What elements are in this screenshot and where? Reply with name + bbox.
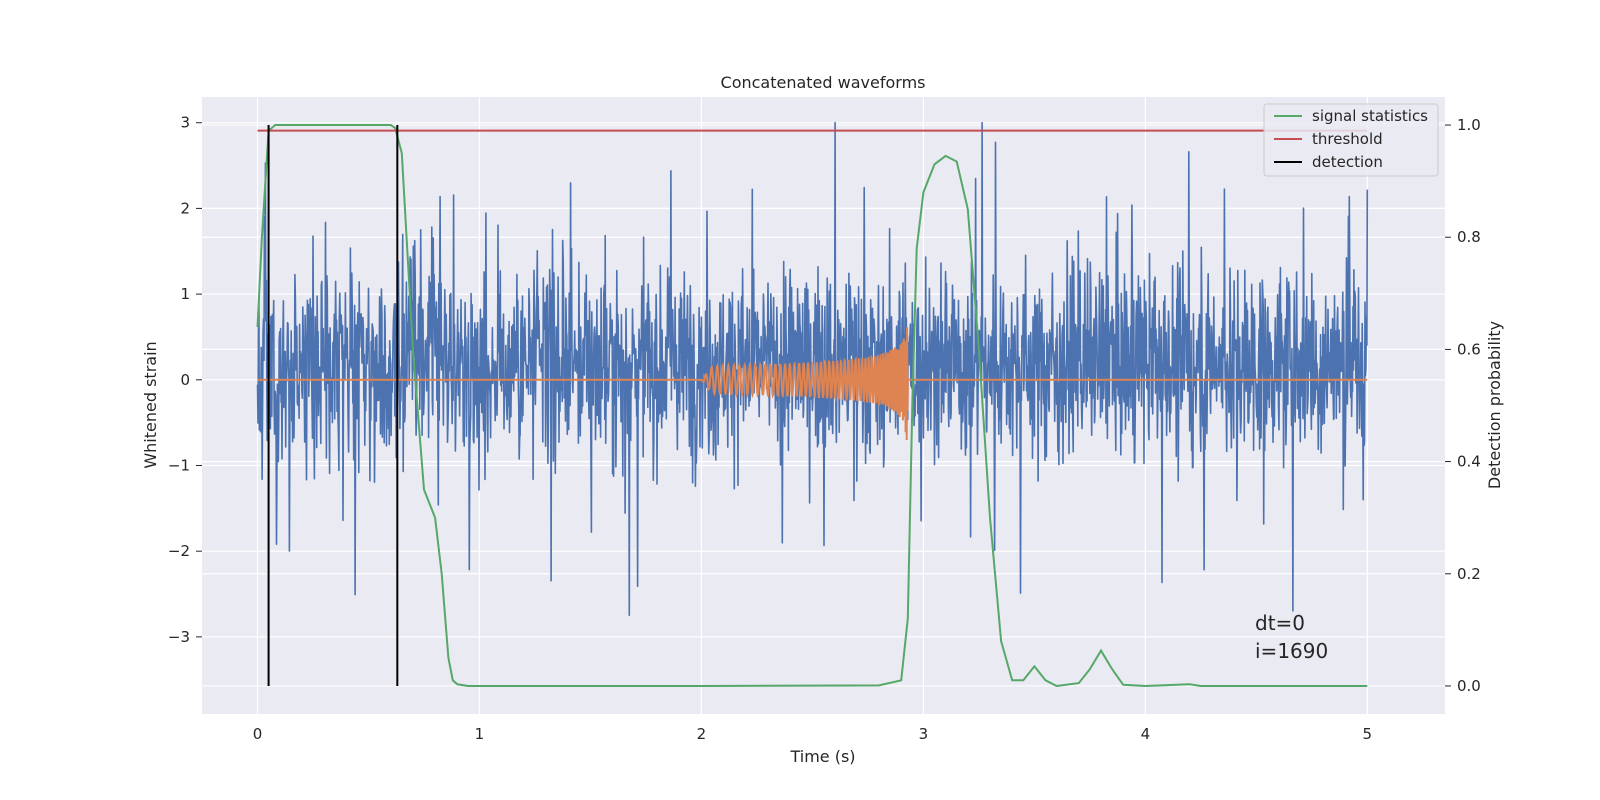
x-axis-label: Time (s): [789, 747, 855, 766]
x-tick-label: 4: [1141, 725, 1151, 743]
y-axis-right-label: Detection probability: [1485, 321, 1504, 489]
plot-content: [256, 121, 1369, 688]
chart-title: Concatenated waveforms: [721, 73, 926, 92]
y-tick-label-left: −2: [168, 542, 190, 560]
x-tick-label: 2: [697, 725, 707, 743]
y-tick-label-right: 1.0: [1457, 116, 1481, 134]
y-tick-label-left: 1: [180, 285, 190, 303]
y-tick-label-left: 2: [180, 199, 190, 217]
legend-label-signal-statistics: signal statistics: [1312, 107, 1428, 125]
y-tick-label-left: 0: [180, 371, 190, 389]
annotation-dt: dt=0: [1255, 611, 1305, 635]
y-tick-label-right: 0.8: [1457, 228, 1481, 246]
chirp-waveform-line: [257, 327, 1368, 441]
x-tick-label: 0: [253, 725, 263, 743]
y-tick-label-right: 0.0: [1457, 677, 1481, 695]
y-tick-label-left: −3: [168, 628, 190, 646]
y-tick-label-right: 0.4: [1457, 453, 1481, 471]
legend-label-detection: detection: [1312, 153, 1383, 171]
y-tick-label-left: −1: [168, 456, 190, 474]
y-axis-left-ticks: −3 −2 −1 0 1 2 3: [168, 114, 202, 646]
y-axis-left-label: Whitened strain: [141, 341, 160, 468]
x-tick-label: 5: [1363, 725, 1373, 743]
signal-statistics-line: [256, 124, 1368, 688]
y-tick-label-right: 0.2: [1457, 565, 1481, 583]
x-tick-label: 3: [919, 725, 929, 743]
legend-box: [1263, 103, 1439, 177]
y-tick-label-right: 0.6: [1457, 340, 1481, 358]
y-axis-right-ticks: 0.0 0.2 0.4 0.6 0.8 1.0: [1445, 116, 1481, 695]
legend-label-threshold: threshold: [1312, 130, 1383, 148]
strain-noise-line: [256, 121, 1369, 616]
y-tick-label-left: 3: [180, 114, 190, 132]
x-tick-label: 1: [475, 725, 485, 743]
annotation-i: i=1690: [1255, 639, 1328, 663]
detection-lines: [267, 125, 399, 686]
legend: signal statistics threshold detection: [1263, 103, 1439, 177]
x-axis-ticks: 0 1 2 3 4 5: [253, 725, 1372, 743]
